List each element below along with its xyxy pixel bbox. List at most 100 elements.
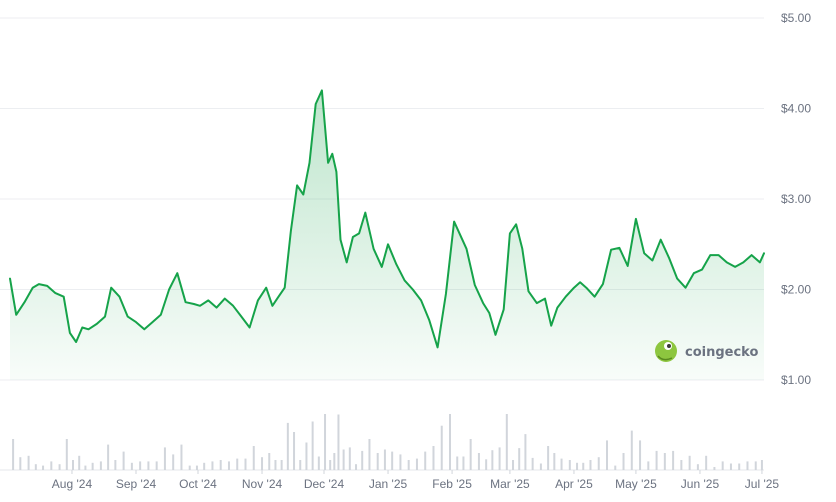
volume-bar (293, 432, 296, 470)
volume-bar (680, 460, 683, 470)
volume-bar (622, 453, 625, 470)
y-tick-label: $3.00 (781, 192, 811, 206)
volume-bar (65, 439, 68, 470)
volume-bar (647, 461, 650, 470)
volume-bar (139, 461, 142, 470)
volume-bar (432, 446, 435, 470)
volume-bar (203, 462, 206, 470)
price-line[interactable] (9, 89, 765, 349)
volume-bar (639, 440, 642, 470)
volume-bars (12, 414, 763, 470)
y-tick-label: $4.00 (781, 102, 811, 116)
y-tick-label: $1.00 (781, 373, 811, 387)
volume-bar (317, 456, 320, 470)
volume-bar (738, 463, 741, 470)
volume-bar (655, 450, 658, 470)
volume-bar (547, 446, 550, 470)
volume-bar (415, 458, 418, 470)
volume-bar (383, 449, 386, 470)
volume-bar (244, 458, 247, 470)
volume-bar (107, 444, 110, 470)
coingecko-watermark: coingecko (655, 340, 758, 362)
volume-bar (368, 439, 371, 470)
volume-bar (746, 461, 749, 470)
volume-bar (721, 461, 724, 470)
volume-bar (286, 422, 289, 470)
volume-bar (42, 465, 45, 470)
volume-bar (485, 459, 488, 470)
volume-bar (299, 460, 302, 470)
volume-bar (163, 447, 166, 470)
volume-bar (50, 461, 53, 470)
volume-bar (729, 463, 732, 470)
price-area-fill (10, 90, 764, 381)
volume-bar (84, 465, 87, 470)
volume-bar (672, 450, 675, 470)
volume-bar (560, 458, 563, 470)
volume-bar (477, 453, 480, 470)
volume-bar (512, 460, 515, 470)
volume-bar (705, 455, 708, 470)
volume-bar (505, 414, 508, 470)
volume-bar (630, 430, 633, 470)
volume-bar (449, 414, 452, 470)
volume-bar (348, 447, 351, 470)
x-axis-ticks: Aug '24 Sep '24 Oct '24 Nov '24 Dec '24 Jan '… (52, 470, 780, 491)
x-tick-label: Apr '25 (555, 477, 593, 491)
volume-bar (122, 451, 125, 470)
volume-bar (155, 461, 158, 470)
volume-bar (376, 453, 379, 470)
volume-bar (195, 465, 198, 470)
volume-bar (180, 444, 183, 470)
x-tick-label: Jan '25 (369, 477, 408, 491)
volume-bar (12, 439, 15, 470)
x-tick-label: Jul '25 (745, 477, 780, 491)
volume-bar (553, 453, 556, 470)
volume-bar (355, 464, 358, 470)
volume-bar (589, 460, 592, 470)
volume-bar (19, 457, 22, 470)
volume-bar (261, 457, 264, 470)
volume-bar (524, 434, 527, 470)
volume-bar (274, 460, 277, 470)
volume-bar (147, 461, 150, 470)
volume-bar (424, 451, 427, 470)
volume-bar (227, 461, 230, 470)
volume-bar (456, 456, 459, 470)
volume-bar (333, 453, 336, 470)
volume-bar (440, 425, 443, 470)
volume-bar (236, 458, 239, 470)
x-tick-label: Mar '25 (490, 477, 530, 491)
volume-bar (606, 440, 609, 470)
volume-bar (34, 464, 37, 470)
x-tick-label: Feb '25 (432, 477, 472, 491)
brand-name: coingecko (685, 345, 758, 360)
volume-bar (219, 460, 222, 470)
volume-bar (597, 457, 600, 470)
volume-bar (469, 439, 472, 470)
volume-bar (268, 453, 271, 470)
x-tick-label: Dec '24 (304, 477, 345, 491)
volume-bar (518, 448, 521, 470)
x-tick-label: Aug '24 (52, 477, 93, 491)
volume-bar (614, 465, 617, 470)
volume-bar (280, 460, 283, 470)
volume-bar (663, 453, 666, 470)
volume-bar (58, 464, 61, 470)
volume-bar (329, 460, 332, 470)
volume-bar (696, 464, 699, 470)
x-tick-label: Jun '25 (681, 477, 720, 491)
x-tick-label: Sep '24 (116, 477, 157, 491)
volume-bar (531, 457, 534, 470)
volume-bar (498, 447, 501, 470)
gecko-logo-icon (655, 340, 677, 362)
volume-bar (491, 450, 494, 470)
volume-bar (252, 446, 255, 470)
volume-bar (324, 414, 327, 470)
volume-bar (91, 462, 94, 470)
volume-bar (407, 460, 410, 470)
x-tick-label: Oct '24 (179, 477, 217, 491)
volume-bar (27, 455, 30, 470)
volume-bar (130, 462, 133, 470)
volume-bar (114, 460, 117, 470)
